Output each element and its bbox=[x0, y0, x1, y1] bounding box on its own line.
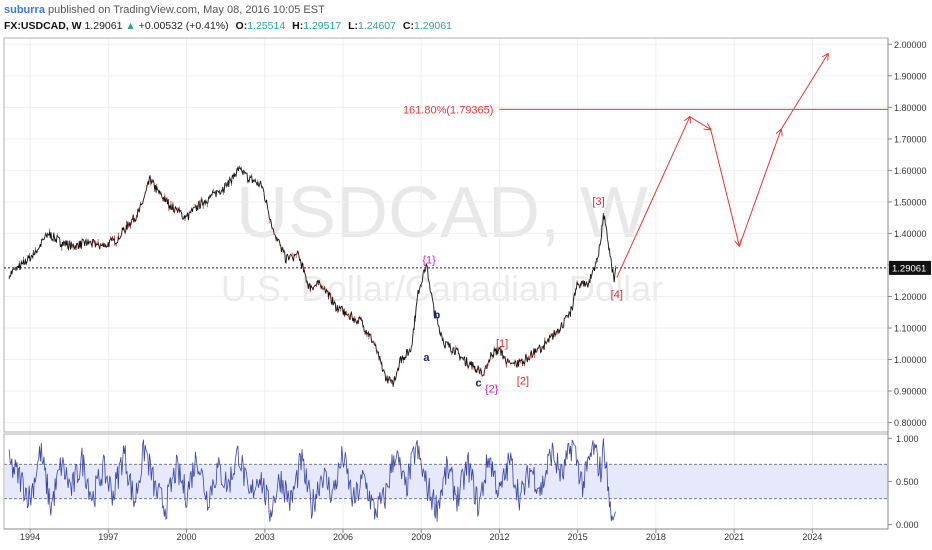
time-axis-tick-label: 2024 bbox=[802, 532, 822, 542]
projection-segment bbox=[710, 129, 740, 246]
watermark-description: U.S. Dollar/Canadian Dollar bbox=[221, 268, 663, 309]
oscillator-axis[interactable]: 0.000 0.500 1.000 bbox=[888, 434, 919, 530]
price-axis-tick-label: 2.00000 bbox=[894, 40, 927, 50]
wave-label: [2] bbox=[517, 376, 529, 388]
oscillator-line bbox=[8, 438, 616, 522]
projection-segment bbox=[616, 117, 690, 278]
price-axis[interactable]: 0.800000.900001.000001.100001.200001.300… bbox=[888, 40, 927, 428]
fib-level-label: 161.80%(1.79365) bbox=[403, 104, 494, 116]
wave-label: b bbox=[434, 310, 441, 322]
open-label: O: bbox=[235, 20, 248, 32]
projection-path bbox=[616, 54, 828, 278]
price-axis-tick-label: 1.60000 bbox=[894, 166, 927, 176]
wave-label: {2} bbox=[485, 384, 499, 396]
wave-label: a bbox=[423, 352, 430, 364]
time-axis-tick-label: 1994 bbox=[20, 532, 40, 542]
watermark-symbol: USDCAD, W bbox=[236, 173, 648, 253]
time-axis[interactable]: 1994 1997 2000 2003 2006 2009 2012 2015 2018 2021… bbox=[20, 529, 822, 542]
time-axis-tick-label: 2000 bbox=[177, 532, 197, 542]
price-axis-tick-label: 1.80000 bbox=[894, 103, 927, 113]
oscillator-series bbox=[8, 438, 616, 522]
last-price-badge-box bbox=[889, 260, 931, 275]
symbol-name: FX:USDCAD, W bbox=[4, 20, 82, 32]
close-value: 1.29061 bbox=[414, 20, 452, 32]
price-axis-tick-label: 1.40000 bbox=[894, 229, 927, 239]
wave-label: {1} bbox=[422, 254, 436, 266]
projection-segment bbox=[738, 129, 781, 247]
last-price: 1.29061 bbox=[84, 20, 123, 32]
price-axis-tick-label: 1.20000 bbox=[894, 292, 927, 302]
projection-segment bbox=[689, 116, 711, 130]
price-axis-tick-label: 1.00000 bbox=[894, 355, 927, 365]
time-axis-tick-label: 2003 bbox=[255, 532, 275, 542]
time-axis-tick-label: 2015 bbox=[568, 532, 588, 542]
oscillator-axis-tick-label: 1.000 bbox=[896, 434, 919, 444]
symbol-info-bar: FX:USDCAD, W 1.29061 ▲ +0.00532 (+0.41%)… bbox=[4, 20, 452, 32]
fib-extension: 161.80%(1.79365) bbox=[403, 104, 888, 116]
low-value: 1.24607 bbox=[358, 20, 396, 32]
last-price-badge: 1.29061 bbox=[889, 260, 931, 275]
price-wicks bbox=[8, 165, 616, 387]
high-value: 1.29517 bbox=[303, 20, 342, 32]
time-axis-tick-label: 2012 bbox=[489, 532, 509, 542]
price-axis-tick-label: 1.70000 bbox=[894, 134, 927, 144]
projection-segment bbox=[780, 54, 828, 130]
wave-label: c bbox=[476, 377, 482, 389]
low-label: L: bbox=[348, 20, 359, 32]
time-axis-tick-label: 2006 bbox=[333, 532, 353, 542]
oscillator-axis-tick-label: 0.000 bbox=[896, 520, 919, 530]
time-axis-tick-label: 2021 bbox=[724, 532, 744, 542]
time-axis-tick-label: 2009 bbox=[411, 532, 431, 542]
change-up-arrow-icon: ▲ bbox=[125, 20, 136, 32]
wave-labels: {1} {2} [1] [2] [3] [4] a b c bbox=[422, 196, 623, 396]
close-label: C: bbox=[402, 20, 414, 32]
wave-label: [3] bbox=[592, 196, 604, 208]
oscillator-axis-tick-label: 0.500 bbox=[896, 477, 919, 487]
published-text: published on TradingView.com, May 08, 20… bbox=[44, 4, 325, 16]
wave-label: [1] bbox=[496, 338, 508, 350]
publisher-link[interactable]: suburra bbox=[4, 4, 45, 16]
time-axis-tick-label: 1997 bbox=[98, 532, 118, 542]
grid bbox=[4, 38, 888, 529]
price-axis-tick-label: 1.90000 bbox=[894, 71, 927, 81]
price-axis-tick-label: 1.50000 bbox=[894, 197, 927, 207]
price-axis-tick-label: 1.10000 bbox=[894, 323, 927, 333]
wave-label: [4] bbox=[611, 289, 623, 301]
price-axis-tick-label: 0.80000 bbox=[894, 418, 927, 428]
price-series bbox=[8, 165, 616, 387]
open-value: 1.25514 bbox=[247, 20, 286, 32]
high-label: H: bbox=[292, 20, 304, 32]
price-change: +0.00532 (+0.41%) bbox=[138, 20, 229, 32]
time-axis-tick-label: 2018 bbox=[646, 532, 666, 542]
publish-info: suburra published on TradingView.com, Ma… bbox=[4, 4, 325, 16]
last-price-badge-text: 1.29061 bbox=[892, 263, 926, 274]
price-axis-tick-label: 0.90000 bbox=[894, 387, 927, 397]
